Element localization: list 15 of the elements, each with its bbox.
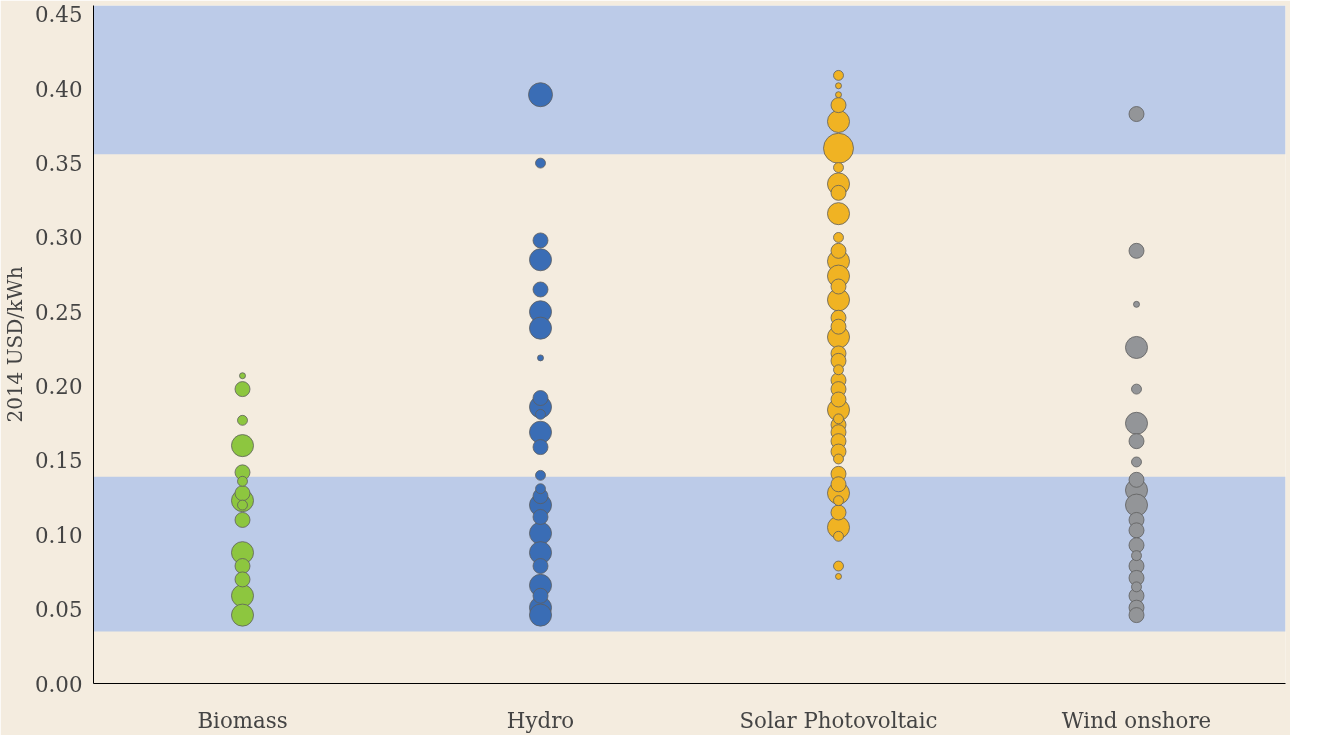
y-tick-label: 0.15 bbox=[35, 448, 83, 474]
y-tick-label: 0.40 bbox=[35, 76, 83, 102]
y-axis-title: 2014 USD/kWh bbox=[3, 266, 28, 423]
y-tick-label: 0.25 bbox=[35, 299, 83, 325]
x-tick-label: Biomass bbox=[197, 707, 288, 733]
y-tick-label: 0.10 bbox=[35, 522, 83, 548]
x-tick-label: Wind onshore bbox=[1061, 707, 1212, 733]
y-tick-label: 0.45 bbox=[35, 2, 83, 28]
y-tick-label: 0.00 bbox=[35, 671, 83, 697]
x-tick-label: Solar Photovoltaic bbox=[739, 707, 938, 733]
y-tick-label: 0.30 bbox=[35, 225, 83, 251]
y-tick-label: 0.35 bbox=[35, 151, 83, 177]
y-tick-label: 0.20 bbox=[35, 374, 83, 400]
x-tick-label: Hydro bbox=[506, 707, 575, 733]
y-tick-label: 0.05 bbox=[35, 597, 83, 623]
